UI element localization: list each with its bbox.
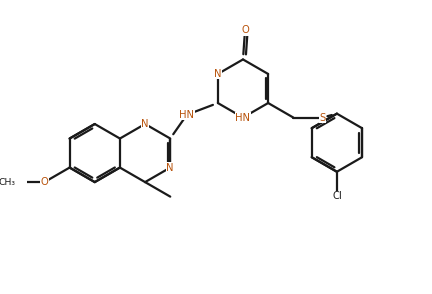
Text: N: N — [166, 163, 174, 173]
Text: Cl: Cl — [332, 191, 342, 201]
Text: O: O — [241, 25, 249, 35]
Text: N: N — [214, 69, 222, 79]
Text: HN: HN — [235, 113, 251, 123]
Text: S: S — [319, 113, 325, 123]
Text: N: N — [141, 119, 149, 129]
Text: CH₃: CH₃ — [0, 178, 16, 187]
Text: O: O — [41, 177, 48, 187]
Text: HN: HN — [179, 110, 194, 120]
